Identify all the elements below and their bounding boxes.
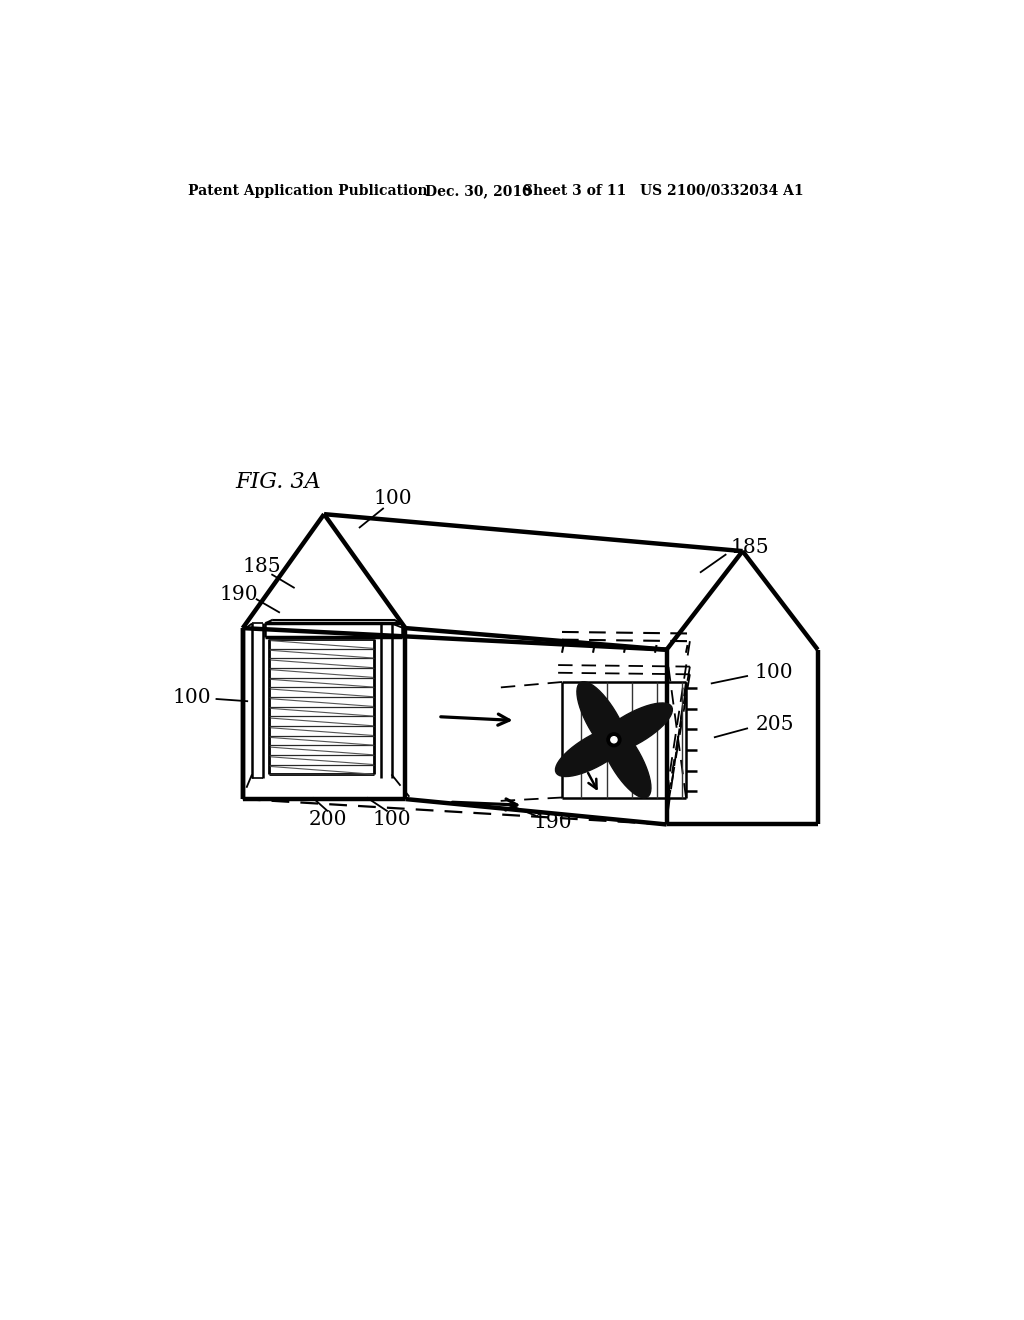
Text: FIG. 3A: FIG. 3A (234, 471, 321, 492)
Polygon shape (599, 719, 651, 797)
Text: 100: 100 (374, 490, 413, 508)
Text: 100: 100 (372, 809, 411, 829)
Text: 200: 200 (308, 809, 347, 829)
Text: 100: 100 (172, 688, 211, 708)
Text: 185: 185 (731, 537, 770, 557)
Text: 205: 205 (756, 715, 795, 734)
Text: 185: 185 (243, 557, 282, 576)
Text: 190: 190 (534, 813, 572, 832)
Text: Sheet 3 of 11: Sheet 3 of 11 (523, 183, 627, 198)
Text: 190: 190 (219, 586, 258, 605)
Text: Dec. 30, 2010: Dec. 30, 2010 (425, 183, 531, 198)
Polygon shape (577, 681, 629, 760)
Polygon shape (555, 725, 635, 776)
Circle shape (607, 733, 621, 747)
Text: Patent Application Publication: Patent Application Publication (188, 183, 428, 198)
Text: US 2100/0332034 A1: US 2100/0332034 A1 (640, 183, 803, 198)
Text: 100: 100 (755, 663, 793, 682)
Circle shape (611, 737, 617, 743)
Polygon shape (593, 704, 673, 755)
